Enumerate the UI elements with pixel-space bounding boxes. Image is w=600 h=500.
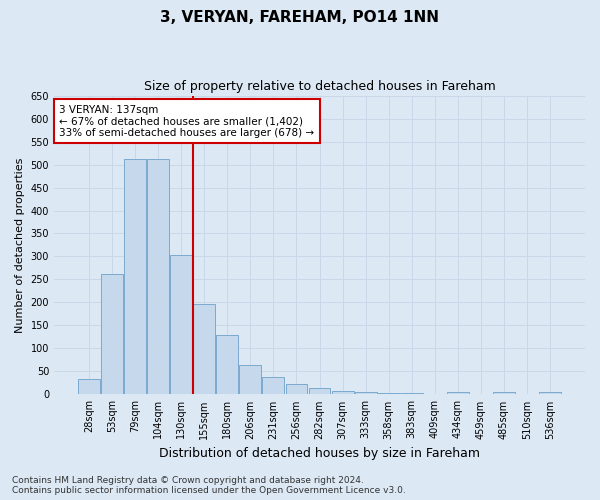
Bar <box>332 391 353 394</box>
Bar <box>262 377 284 394</box>
Bar <box>401 392 422 394</box>
Bar <box>355 392 377 394</box>
Text: 3, VERYAN, FAREHAM, PO14 1NN: 3, VERYAN, FAREHAM, PO14 1NN <box>161 10 439 25</box>
Bar <box>124 160 146 394</box>
Bar <box>493 392 515 394</box>
Bar <box>101 274 123 394</box>
Bar <box>193 304 215 394</box>
Bar <box>286 384 307 394</box>
X-axis label: Distribution of detached houses by size in Fareham: Distribution of detached houses by size … <box>159 447 480 460</box>
Bar <box>447 392 469 394</box>
Y-axis label: Number of detached properties: Number of detached properties <box>15 158 25 332</box>
Text: Contains HM Land Registry data © Crown copyright and database right 2024.
Contai: Contains HM Land Registry data © Crown c… <box>12 476 406 495</box>
Bar <box>377 392 400 394</box>
Bar <box>78 380 100 394</box>
Title: Size of property relative to detached houses in Fareham: Size of property relative to detached ho… <box>143 80 496 93</box>
Bar <box>239 364 262 394</box>
Bar <box>147 160 169 394</box>
Bar <box>308 388 331 394</box>
Bar <box>170 255 192 394</box>
Text: 3 VERYAN: 137sqm
← 67% of detached houses are smaller (1,402)
33% of semi-detach: 3 VERYAN: 137sqm ← 67% of detached house… <box>59 104 314 138</box>
Bar <box>217 334 238 394</box>
Bar <box>539 392 561 394</box>
